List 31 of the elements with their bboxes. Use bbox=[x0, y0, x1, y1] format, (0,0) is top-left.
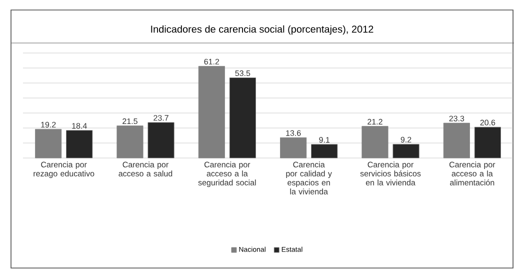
bar bbox=[443, 122, 470, 158]
bar bbox=[229, 78, 256, 158]
bar bbox=[116, 126, 144, 158]
x-tick-label: Carencia por calidad y espacios en la vivienda bbox=[286, 162, 332, 194]
x-tick-label: Carencia por servicios básicos en la vivienda bbox=[360, 162, 421, 186]
bar bbox=[362, 126, 388, 158]
x-tick-label: Carencia por acceso a salud bbox=[118, 162, 172, 176]
data-label: 9.1 bbox=[319, 136, 330, 143]
data-label: 23.3 bbox=[449, 116, 464, 122]
data-label: 61.2 bbox=[204, 58, 220, 65]
chart-title: Indicadores de carencia social (porcentajes), 2012 bbox=[151, 25, 374, 35]
bar bbox=[66, 130, 93, 158]
bar bbox=[311, 144, 338, 158]
bar bbox=[148, 122, 174, 158]
bar bbox=[280, 137, 307, 158]
bar bbox=[474, 126, 501, 158]
bar bbox=[392, 144, 420, 158]
data-label: 13.6 bbox=[286, 130, 301, 136]
data-label: 53.5 bbox=[235, 70, 250, 76]
x-tick-label: Carencia por acceso a la alimentación bbox=[449, 162, 496, 186]
bar bbox=[198, 66, 225, 158]
bar bbox=[35, 129, 62, 158]
data-label: 21.5 bbox=[122, 118, 138, 124]
data-label: 20.6 bbox=[480, 120, 496, 126]
data-label: 23.7 bbox=[154, 115, 168, 121]
data-label: 21.2 bbox=[368, 118, 382, 125]
x-tick-label: Carencia por acceso a la seguridad social bbox=[198, 162, 256, 187]
x-tick-label: Carencia por rezago educativo bbox=[34, 162, 94, 178]
data-label: 19.2 bbox=[41, 122, 56, 128]
data-label: 18.4 bbox=[72, 123, 87, 129]
data-label: 9.2 bbox=[400, 136, 412, 143]
